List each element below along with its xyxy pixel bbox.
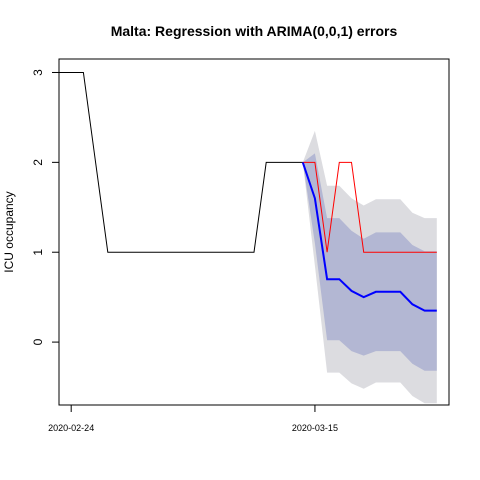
forecast-mean-line bbox=[301, 162, 437, 312]
observed-line bbox=[59, 72, 303, 253]
actual-line bbox=[302, 161, 437, 253]
y-tick-label: 2 bbox=[31, 159, 45, 166]
y-tick-label: 1 bbox=[31, 249, 45, 256]
series-lines bbox=[59, 72, 437, 312]
y-tick-label: 3 bbox=[31, 69, 45, 76]
x-tick-label: 2020-03-15 bbox=[292, 423, 338, 433]
x-tick-label: 2020-02-24 bbox=[48, 423, 94, 433]
y-tick-label: 0 bbox=[31, 338, 45, 345]
band-80 bbox=[302, 153, 437, 371]
x-axis: 2020-02-24 2020-03-15 bbox=[48, 404, 338, 433]
chart-title: Malta: Regression with ARIMA(0,0,1) erro… bbox=[111, 23, 398, 39]
confidence-bands bbox=[302, 130, 437, 404]
y-axis: 0 1 2 3 bbox=[31, 69, 60, 345]
y-axis-label: ICU occupancy bbox=[2, 191, 16, 272]
